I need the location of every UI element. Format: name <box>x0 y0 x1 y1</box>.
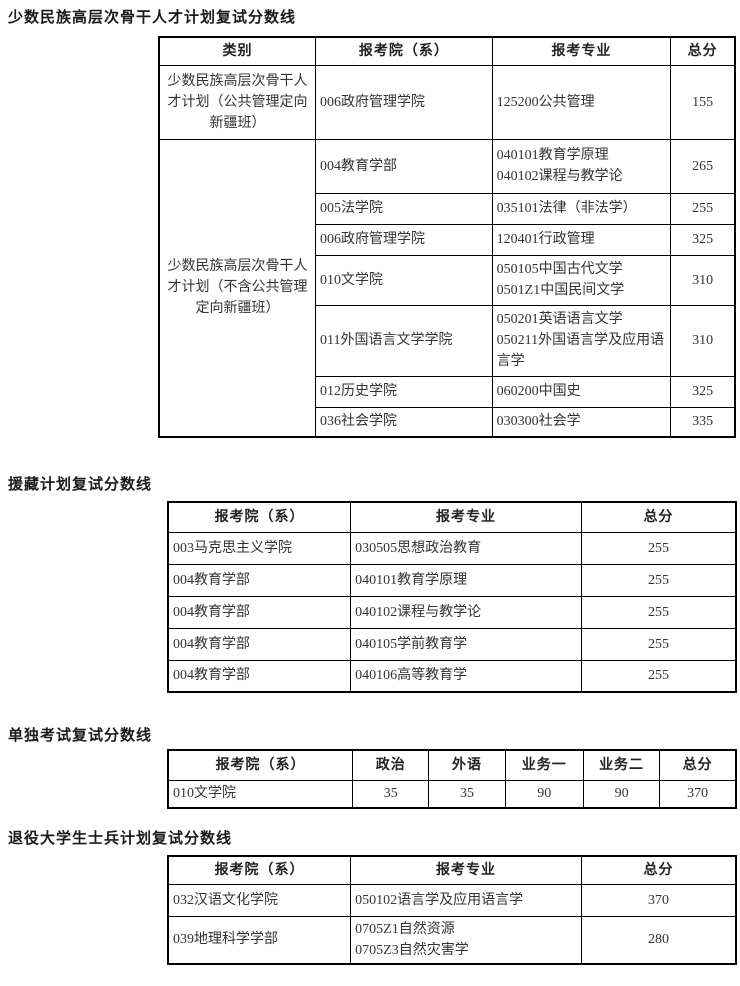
header-cell-business1: 业务一 <box>504 749 584 781</box>
section-title-veteran-plan: 退役大学生士兵计划复试分数线 <box>8 831 233 847</box>
dept-cell: 005法学院 <box>315 192 493 225</box>
score-cell: 155 <box>670 64 736 140</box>
dept-cell: 012历史学院 <box>315 375 493 408</box>
dept-cell: 004教育学部 <box>167 595 352 629</box>
header-cell-foreign-language: 外语 <box>428 749 506 781</box>
header-cell-politics: 政治 <box>352 749 430 781</box>
score-cell: 255 <box>580 659 737 693</box>
major-cell: 0705Z1自然资源 0705Z3自然灾害学 <box>350 915 582 965</box>
total-score-cell: 370 <box>659 779 737 809</box>
score-cell: 265 <box>670 138 736 194</box>
major-cell: 040101教育学原理 040102课程与教学论 <box>491 138 672 194</box>
major-cell: 060200中国史 <box>491 375 672 408</box>
dept-cell: 004教育学部 <box>167 659 352 693</box>
table-row: 005法学院 035101法律（非法学） 255 <box>159 192 736 225</box>
header-cell-dept: 报考院（系） <box>315 36 493 66</box>
section-title-tibet-plan: 援藏计划复试分数线 <box>8 477 153 493</box>
table-row: 011外国语言文学学院 050201英语语言文学 050211外国语言学及应用语… <box>159 304 736 377</box>
major-cell: 035101法律（非法学） <box>491 192 672 225</box>
veteran-plan-score-table: 报考院（系） 报考专业 总分 032汉语文化学院 050102语言学及应用语言学… <box>167 855 737 965</box>
score-cell: 325 <box>670 223 736 256</box>
score-cell: 255 <box>580 595 737 629</box>
score-cell: 310 <box>670 304 736 377</box>
major-cell: 125200公共管理 <box>491 64 672 140</box>
table-row: 少数民族高层次骨干人才计划（不含公共管理定向新疆班） 004教育学部 04010… <box>158 138 736 438</box>
table-row: 004教育学部 040102课程与教学论 255 <box>167 595 737 629</box>
score-cell: 255 <box>670 192 736 225</box>
dept-cell: 039地理科学学部 <box>167 915 352 965</box>
table-row: 004教育学部 040106高等教育学 255 <box>167 659 737 693</box>
dept-cell: 011外国语言文学学院 <box>315 304 493 377</box>
dept-cell: 004教育学部 <box>315 138 493 194</box>
business1-score-cell: 90 <box>504 779 584 809</box>
dept-cell: 004教育学部 <box>167 563 352 597</box>
table-row: 039地理科学学部 0705Z1自然资源 0705Z3自然灾害学 280 <box>167 915 737 965</box>
table-row: 012历史学院 060200中国史 325 <box>159 375 736 408</box>
major-cell: 050201英语语言文学 050211外国语言学及应用语言学 <box>491 304 672 377</box>
dept-cell: 006政府管理学院 <box>315 64 493 140</box>
header-cell-category: 类别 <box>158 36 317 66</box>
header-cell-dept: 报考院（系） <box>167 501 352 533</box>
separate-exam-score-table: 报考院（系） 政治 外语 业务一 业务二 总分 010文学院 35 35 90 … <box>167 749 737 809</box>
score-cell: 335 <box>670 406 736 438</box>
dept-cell: 004教育学部 <box>167 627 352 661</box>
table-header-row: 报考院（系） 报考专业 总分 <box>167 501 737 533</box>
header-cell-major: 报考专业 <box>350 855 582 885</box>
dept-cell: 036社会学院 <box>315 406 493 438</box>
dept-cell: 032汉语文化学院 <box>167 883 352 917</box>
table-row: 036社会学院 030300社会学 335 <box>159 406 736 438</box>
header-cell-score: 总分 <box>580 855 737 885</box>
table-row: 032汉语文化学院 050102语言学及应用语言学 370 <box>167 883 737 917</box>
major-cell: 040102课程与教学论 <box>350 595 582 629</box>
table-header-row: 类别 报考院（系） 报考专业 总分 <box>158 36 736 66</box>
politics-score-cell: 35 <box>352 779 430 809</box>
dept-cell: 010文学院 <box>315 254 493 306</box>
major-cell: 050105中国古代文学 0501Z1中国民间文学 <box>491 254 672 306</box>
header-cell-major: 报考专业 <box>350 501 582 533</box>
score-cell: 325 <box>670 375 736 408</box>
table-row: 少数民族高层次骨干人才计划（公共管理定向新疆班） 006政府管理学院 12520… <box>158 64 736 140</box>
foreign-language-score-cell: 35 <box>428 779 506 809</box>
header-cell-dept: 报考院（系） <box>167 749 354 781</box>
business2-score-cell: 90 <box>582 779 661 809</box>
score-cell: 280 <box>580 915 737 965</box>
score-cell: 255 <box>580 531 737 565</box>
score-cell: 310 <box>670 254 736 306</box>
category-cell-merged: 少数民族高层次骨干人才计划（不含公共管理定向新疆班） <box>158 138 317 438</box>
table-row: 010文学院 050105中国古代文学 0501Z1中国民间文学 310 <box>159 254 736 306</box>
header-cell-major: 报考专业 <box>491 36 672 66</box>
header-cell-business2: 业务二 <box>582 749 661 781</box>
tibet-plan-score-table: 报考院（系） 报考专业 总分 003马克思主义学院 030505思想政治教育 2… <box>167 501 737 693</box>
score-cell: 255 <box>580 563 737 597</box>
header-cell-score: 总分 <box>659 749 737 781</box>
table-row: 006政府管理学院 120401行政管理 325 <box>159 223 736 256</box>
section-title-separate-exam: 单独考试复试分数线 <box>8 728 153 744</box>
major-cell: 040101教育学原理 <box>350 563 582 597</box>
minority-plan-score-table: 类别 报考院（系） 报考专业 总分 少数民族高层次骨干人才计划（公共管理定向新疆… <box>158 36 736 438</box>
major-cell: 030300社会学 <box>491 406 672 438</box>
major-cell: 040106高等教育学 <box>350 659 582 693</box>
table-row: 010文学院 35 35 90 90 370 <box>167 779 737 809</box>
header-cell-score: 总分 <box>580 501 737 533</box>
score-cell: 370 <box>580 883 737 917</box>
dept-cell: 010文学院 <box>167 779 354 809</box>
table-row: 003马克思主义学院 030505思想政治教育 255 <box>167 531 737 565</box>
major-cell: 030505思想政治教育 <box>350 531 582 565</box>
table-row: 004教育学部 040105学前教育学 255 <box>167 627 737 661</box>
major-cell: 120401行政管理 <box>491 223 672 256</box>
category-cell: 少数民族高层次骨干人才计划（公共管理定向新疆班） <box>158 64 317 140</box>
table-header-row: 报考院（系） 政治 外语 业务一 业务二 总分 <box>167 749 737 781</box>
score-cell: 255 <box>580 627 737 661</box>
table-row: 004教育学部 040101教育学原理 255 <box>167 563 737 597</box>
major-cell: 040105学前教育学 <box>350 627 582 661</box>
header-cell-dept: 报考院（系） <box>167 855 352 885</box>
section-title-minority-plan: 少数民族高层次骨干人才计划复试分数线 <box>8 10 297 26</box>
header-cell-score: 总分 <box>670 36 736 66</box>
table-header-row: 报考院（系） 报考专业 总分 <box>167 855 737 885</box>
dept-cell: 006政府管理学院 <box>315 223 493 256</box>
major-cell: 050102语言学及应用语言学 <box>350 883 582 917</box>
dept-cell: 003马克思主义学院 <box>167 531 352 565</box>
